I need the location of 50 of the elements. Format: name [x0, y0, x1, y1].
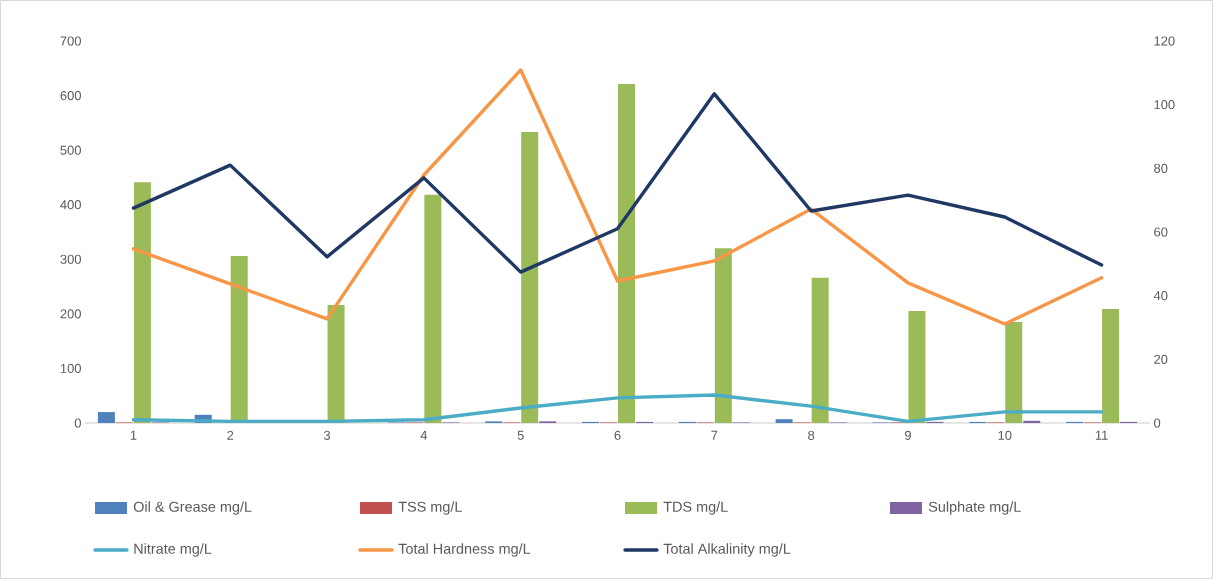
legend-label: Oil & Grease mg/L [133, 501, 252, 515]
y-tick-label: 0 [74, 418, 81, 428]
bar [714, 248, 732, 423]
bar [97, 412, 115, 423]
bar [1005, 322, 1023, 423]
line-series [131, 68, 1104, 326]
x-tick-label: 4 [420, 430, 428, 440]
bar [230, 255, 248, 423]
y-tick-label: 400 [60, 200, 81, 210]
y2-tick-label: 100 [1154, 100, 1175, 110]
y-tick-label: 300 [60, 254, 81, 264]
y-tick-label: 700 [60, 36, 81, 46]
y2-tick-label: 60 [1154, 227, 1168, 237]
y2-tick-label: 120 [1154, 36, 1175, 46]
y2-tick-label: 20 [1154, 354, 1168, 364]
y-tick-label: 200 [60, 309, 81, 319]
legend-label: Total Alkalinity mg/L [663, 543, 791, 557]
y-tick-label: 100 [60, 363, 81, 373]
y-tick-label: 600 [60, 90, 81, 101]
y-tick-label: 500 [60, 145, 81, 155]
legend-label: Total Hardness mg/L [398, 543, 531, 557]
x-tick-label: 9 [904, 430, 911, 440]
bar [521, 132, 539, 423]
y2-tick-label: 0 [1154, 418, 1161, 428]
y2-tick-label: 40 [1153, 291, 1168, 301]
legend-label: TSS mg/L [398, 501, 462, 515]
x-tick-label: 10 [998, 430, 1012, 440]
x-tick-label: 7 [711, 430, 718, 440]
bar [1023, 420, 1041, 423]
bar [618, 84, 635, 423]
bar [908, 311, 926, 423]
x-tick-label: 1 [130, 430, 137, 440]
legend-label: Nitrate mg/L [134, 543, 212, 557]
x-tick-label: 11 [1095, 430, 1108, 440]
x-tick-label: 5 [517, 430, 524, 440]
bar [133, 182, 151, 423]
x-tick-label: 3 [323, 430, 331, 440]
x-tick-label: 6 [614, 430, 621, 440]
bar [811, 277, 829, 423]
bar [775, 419, 793, 423]
legend-label: TDS mg/L [663, 501, 728, 515]
bar [424, 194, 442, 423]
bar [1102, 308, 1120, 423]
y2-tick-label: 80 [1154, 163, 1168, 173]
legend-label: Sulphate mg/L [928, 501, 1021, 515]
line-series [131, 393, 1104, 424]
x-tick-label: 8 [808, 430, 815, 440]
bar [327, 305, 345, 423]
line-series [131, 92, 1104, 274]
x-tick-label: 2 [227, 430, 234, 440]
